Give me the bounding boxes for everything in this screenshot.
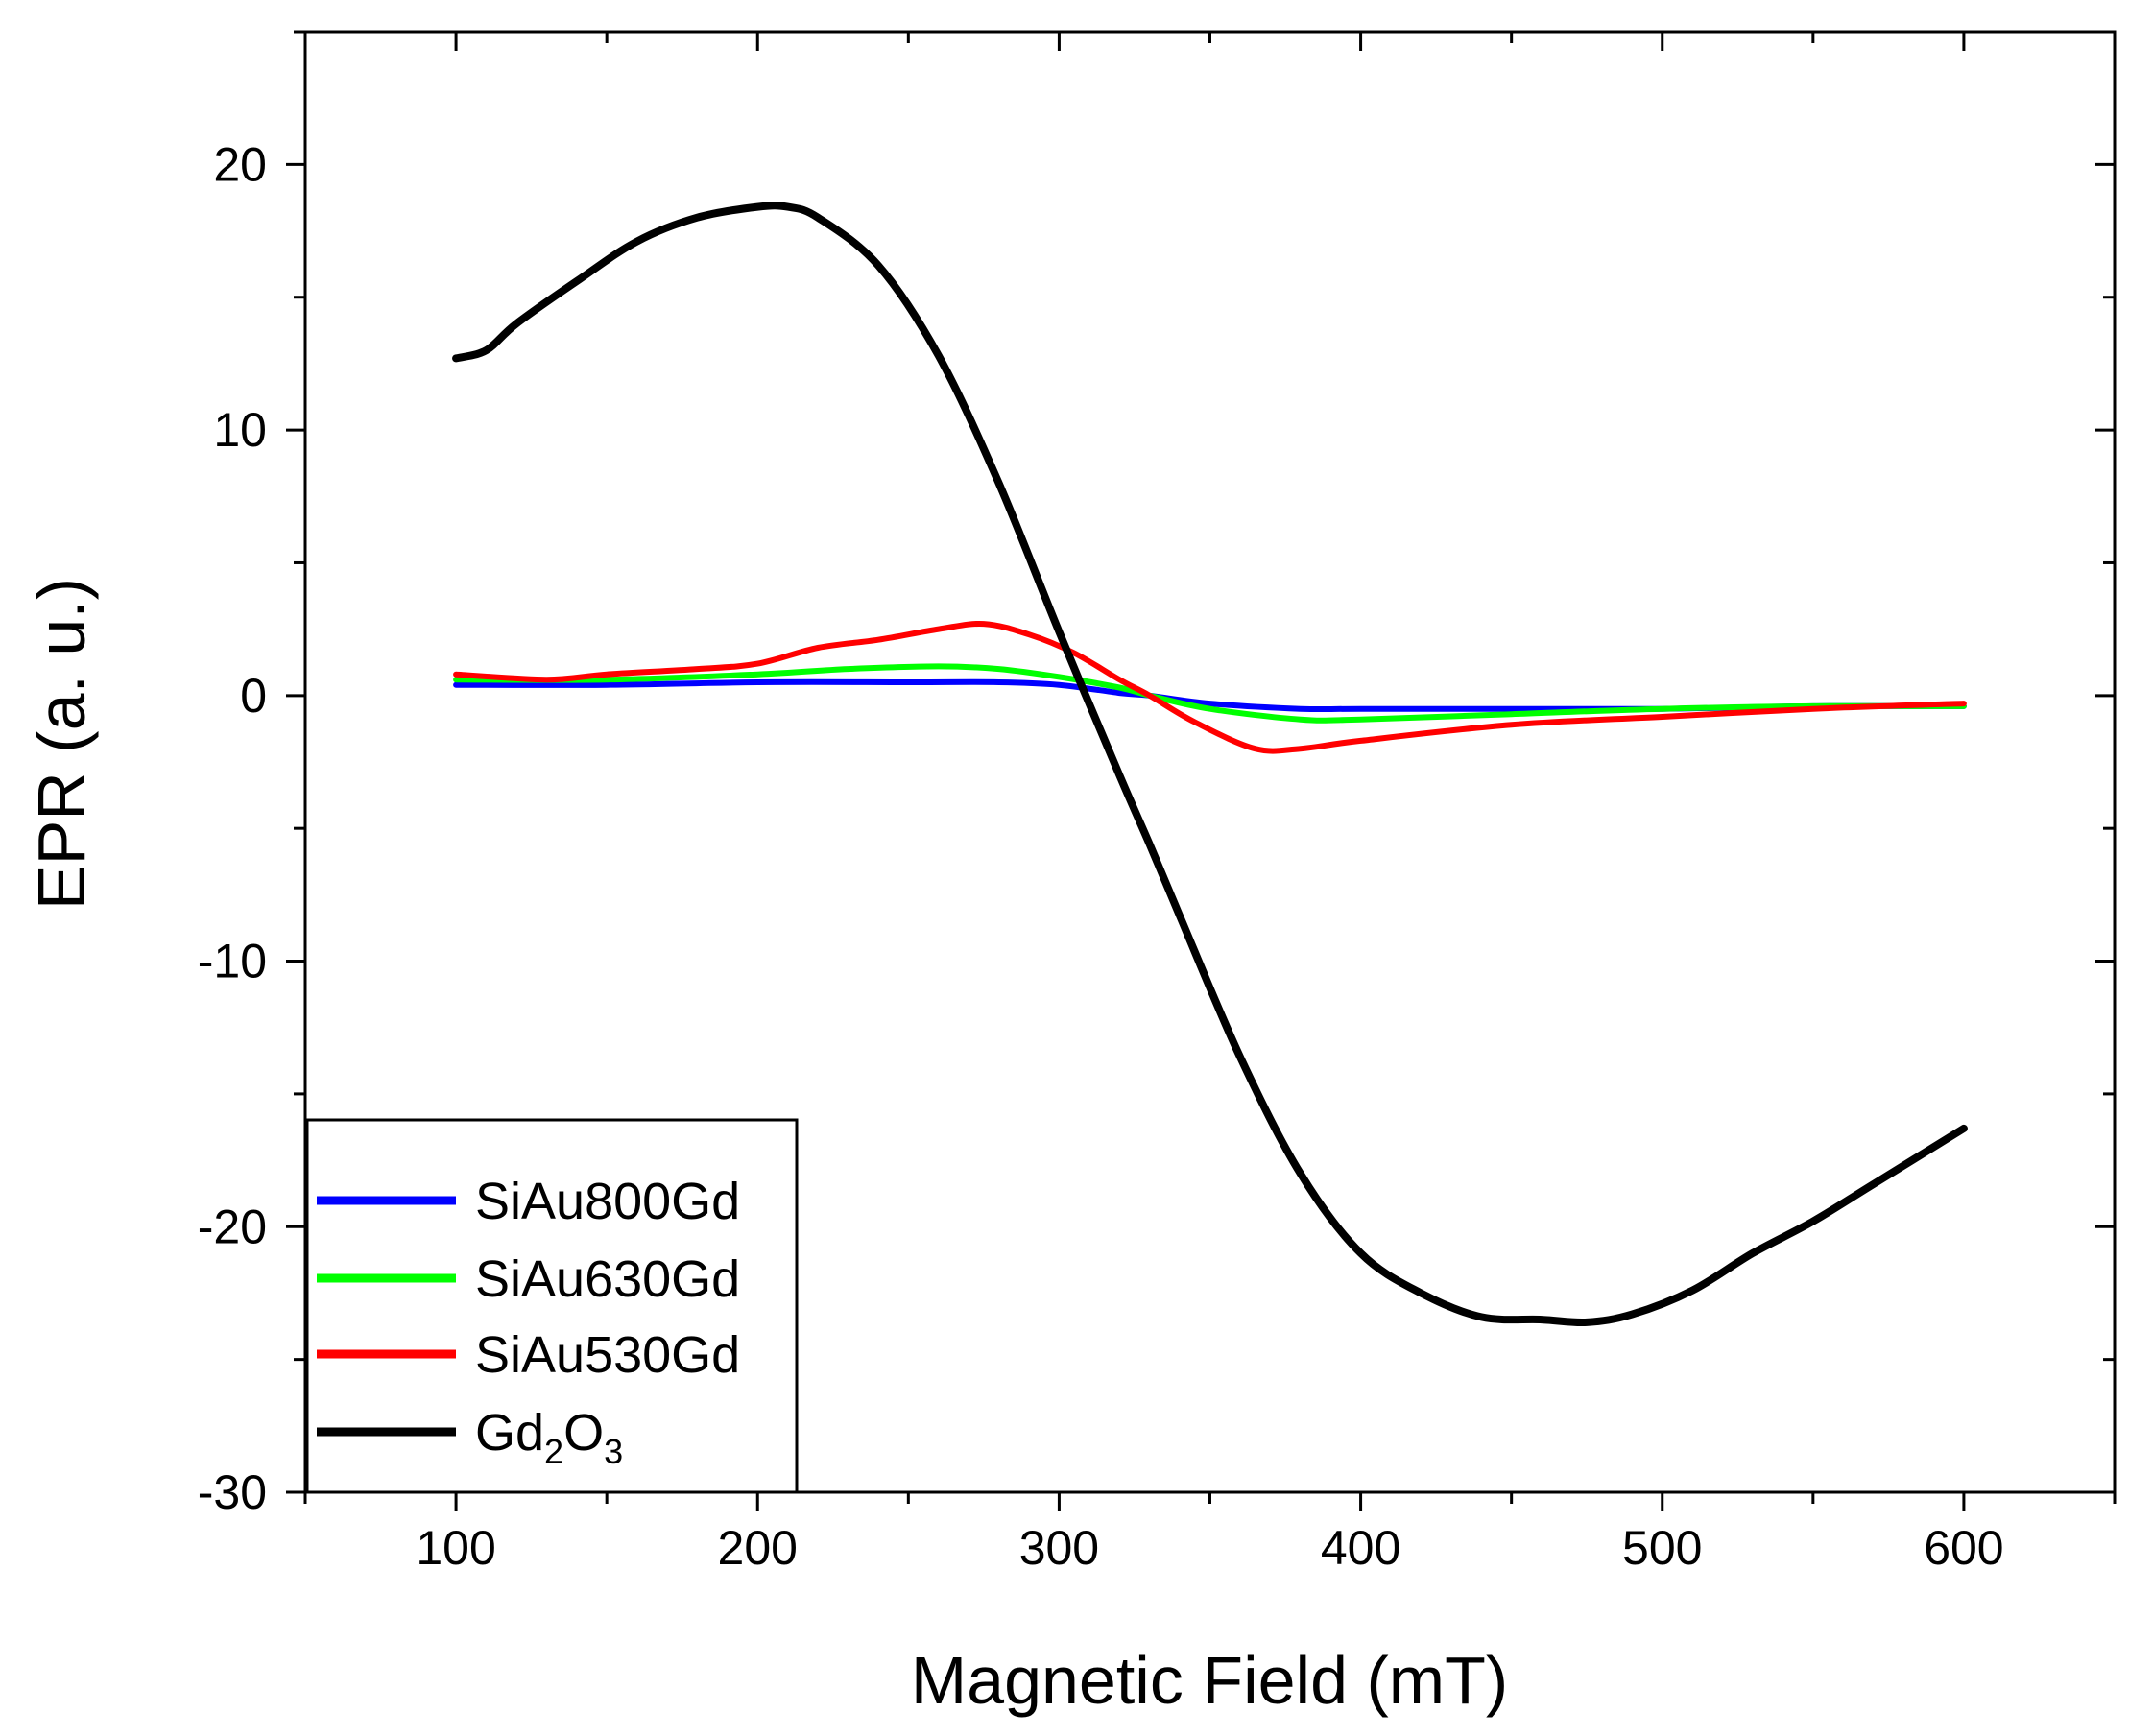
- y-axis-title: EPR (a. u.): [24, 578, 99, 910]
- x-tick-label: 400: [1321, 1521, 1400, 1575]
- x-tick-label: 200: [718, 1521, 798, 1575]
- legend-label-gd2o3-subscript: 2: [544, 1432, 563, 1471]
- legend: SiAu800Gd SiAu630Gd SiAu530Gd Gd2O3: [305, 1118, 799, 1494]
- y-tick-label: -30: [198, 1465, 267, 1519]
- legend-label-gd2o3-part: Gd: [475, 1404, 544, 1462]
- legend-label-gd2o3: Gd2O3: [475, 1404, 623, 1471]
- x-tick-label: 500: [1622, 1521, 1702, 1575]
- y-tick-label: 10: [213, 403, 267, 457]
- series-line-siau530gd: [453, 620, 1967, 754]
- legend-label-siau800gd: SiAu800Gd: [475, 1173, 740, 1230]
- legend-label-gd2o3-subscript: 3: [604, 1432, 623, 1471]
- axis-ticks: [286, 30, 2117, 1511]
- series-lines: [452, 202, 1968, 1327]
- x-tick-label: 300: [1019, 1521, 1099, 1575]
- plot-frame: [303, 30, 2117, 1494]
- x-axis-title: Magnetic Field (mT): [911, 1643, 1508, 1718]
- y-tick-label: 0: [240, 669, 267, 723]
- y-tick-label: 20: [213, 137, 267, 191]
- y-tick-labels: -30 -20 -10 0 10 20: [198, 137, 267, 1519]
- series-line-gd2o3: [452, 202, 1968, 1327]
- y-tick-label: -20: [198, 1200, 267, 1253]
- y-tick-label: -10: [198, 935, 267, 988]
- legend-label-siau630gd: SiAu630Gd: [475, 1250, 740, 1308]
- x-tick-labels: 100 200 300 400 500 600: [416, 1521, 2003, 1575]
- legend-label-siau530gd: SiAu530Gd: [475, 1326, 740, 1384]
- x-tick-label: 600: [1924, 1521, 2003, 1575]
- x-tick-label: 100: [416, 1521, 495, 1575]
- legend-label-gd2o3-part: O: [563, 1404, 604, 1462]
